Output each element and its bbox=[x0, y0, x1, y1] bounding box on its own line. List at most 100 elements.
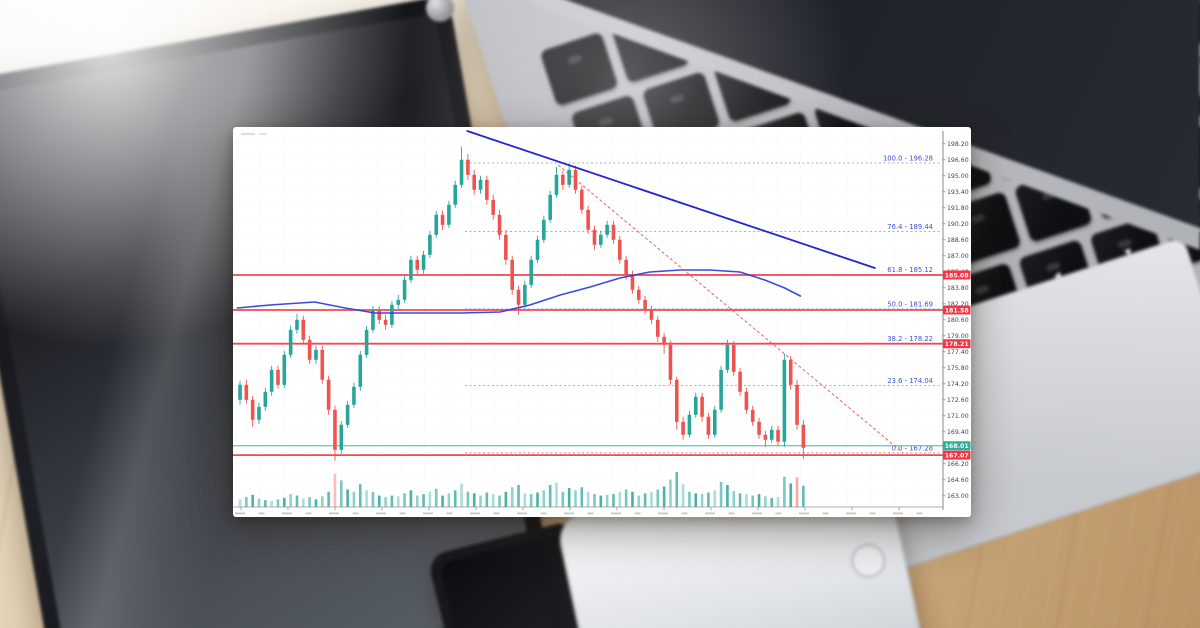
volume-bar bbox=[789, 483, 793, 507]
volume-bar bbox=[257, 498, 261, 507]
volume-bar bbox=[333, 473, 337, 507]
volume-bar bbox=[460, 483, 463, 507]
volume-bar bbox=[650, 491, 653, 507]
volume-bars bbox=[238, 472, 805, 507]
candle-down bbox=[655, 319, 660, 337]
trendline bbox=[466, 130, 876, 269]
volume-bar bbox=[472, 493, 476, 507]
price-axis-label: 182.20 bbox=[947, 301, 969, 308]
candle-down bbox=[744, 391, 749, 410]
volume-bar bbox=[656, 489, 660, 507]
price-axis-label: 191.80 bbox=[947, 205, 969, 212]
volume-bar bbox=[719, 481, 723, 507]
candle-down bbox=[276, 369, 280, 385]
candle-up bbox=[719, 369, 723, 410]
volume-bar bbox=[434, 488, 438, 507]
candle-down bbox=[561, 174, 565, 185]
volume-bar bbox=[631, 491, 634, 507]
candle-down bbox=[776, 429, 780, 442]
volume-bar bbox=[605, 494, 609, 507]
volume-bar bbox=[580, 487, 584, 507]
volume-bar bbox=[314, 499, 318, 507]
volume-bar bbox=[542, 490, 546, 507]
candle-down bbox=[795, 384, 799, 425]
volume-bar bbox=[624, 489, 628, 507]
volume-bar bbox=[276, 499, 280, 507]
volume-bar bbox=[403, 493, 406, 507]
candle-down bbox=[618, 239, 622, 260]
candle-down bbox=[301, 319, 306, 340]
price-axis-label: 196.60 bbox=[947, 157, 969, 164]
candle-up bbox=[358, 354, 363, 387]
volume-bar bbox=[415, 495, 419, 507]
watermark-marks bbox=[241, 133, 267, 135]
candle-up bbox=[434, 214, 439, 235]
volume-bar bbox=[510, 487, 514, 507]
candle-down bbox=[580, 189, 584, 210]
candle-down bbox=[763, 434, 768, 440]
volume-bar bbox=[441, 495, 444, 507]
ma-line bbox=[236, 269, 802, 314]
volume-bar bbox=[643, 493, 647, 507]
volume-bar bbox=[390, 495, 394, 507]
price-box-label: 185.08 bbox=[945, 272, 969, 279]
volume-bar bbox=[422, 494, 425, 507]
candle-down bbox=[630, 274, 635, 290]
candle-down bbox=[643, 299, 647, 310]
candle-up bbox=[599, 234, 603, 245]
candle-down bbox=[510, 259, 514, 290]
volume-bar bbox=[700, 494, 704, 507]
fib-level-label: 61.8 - 185.12 bbox=[887, 266, 933, 274]
candle-up bbox=[263, 391, 268, 407]
candle-up bbox=[567, 169, 571, 185]
volume-bar bbox=[365, 490, 368, 507]
volume-bar bbox=[726, 484, 729, 507]
volume-bar bbox=[757, 494, 761, 507]
candle-down bbox=[383, 319, 388, 325]
candle-up bbox=[409, 259, 413, 280]
volume-bar bbox=[675, 472, 679, 507]
price-axis-label: 175.80 bbox=[947, 365, 969, 372]
candle-up bbox=[371, 309, 375, 330]
price-axis-label: 180.60 bbox=[947, 317, 969, 324]
candle-down bbox=[516, 289, 521, 305]
chart-card: 100.0 - 196.28 76.4 - 189.44 61.8 - 185.12… bbox=[233, 127, 971, 517]
candle-down bbox=[681, 421, 685, 435]
candle-up bbox=[295, 319, 299, 330]
volume-bar bbox=[574, 490, 577, 507]
candle-down bbox=[497, 214, 502, 235]
candle-down bbox=[668, 344, 673, 380]
candle-up bbox=[257, 406, 261, 420]
volume-bar bbox=[681, 484, 685, 507]
candle-down bbox=[250, 399, 255, 420]
fib-level-label: 38.2 - 178.22 bbox=[887, 335, 933, 343]
candle-up bbox=[364, 329, 369, 355]
price-axis-label: 188.60 bbox=[947, 237, 969, 244]
volume-bar bbox=[371, 491, 375, 507]
volume-bar bbox=[599, 495, 603, 507]
volume-bar bbox=[377, 495, 381, 507]
volume-bar bbox=[289, 494, 292, 507]
candle-up bbox=[687, 414, 692, 435]
volume-bar bbox=[713, 490, 717, 507]
price-axis-label: 166.20 bbox=[947, 461, 969, 468]
candle-down bbox=[801, 424, 806, 448]
candle-up bbox=[693, 396, 698, 415]
candle-up bbox=[396, 299, 401, 305]
volume-bar bbox=[688, 491, 691, 507]
price-axis-label: 198.20 bbox=[947, 141, 969, 148]
candle-down bbox=[377, 309, 382, 320]
candle-down bbox=[624, 259, 628, 275]
price-axis-label: 174.20 bbox=[947, 381, 969, 388]
price-boxes: 185.08 181.58 178.21 168.01 167.07 bbox=[943, 270, 971, 460]
volume-bar bbox=[251, 494, 254, 507]
price-chart: 100.0 - 196.28 76.4 - 189.44 61.8 - 185.12… bbox=[233, 130, 971, 515]
price-box-label: 181.58 bbox=[945, 307, 969, 314]
candle-down bbox=[700, 396, 704, 417]
volume-bar bbox=[466, 491, 470, 507]
volume-bar bbox=[409, 490, 413, 507]
candle-up bbox=[535, 239, 540, 260]
price-axis-label: 183.80 bbox=[947, 285, 969, 292]
volume-bar bbox=[245, 497, 248, 507]
candle-up bbox=[725, 344, 730, 370]
